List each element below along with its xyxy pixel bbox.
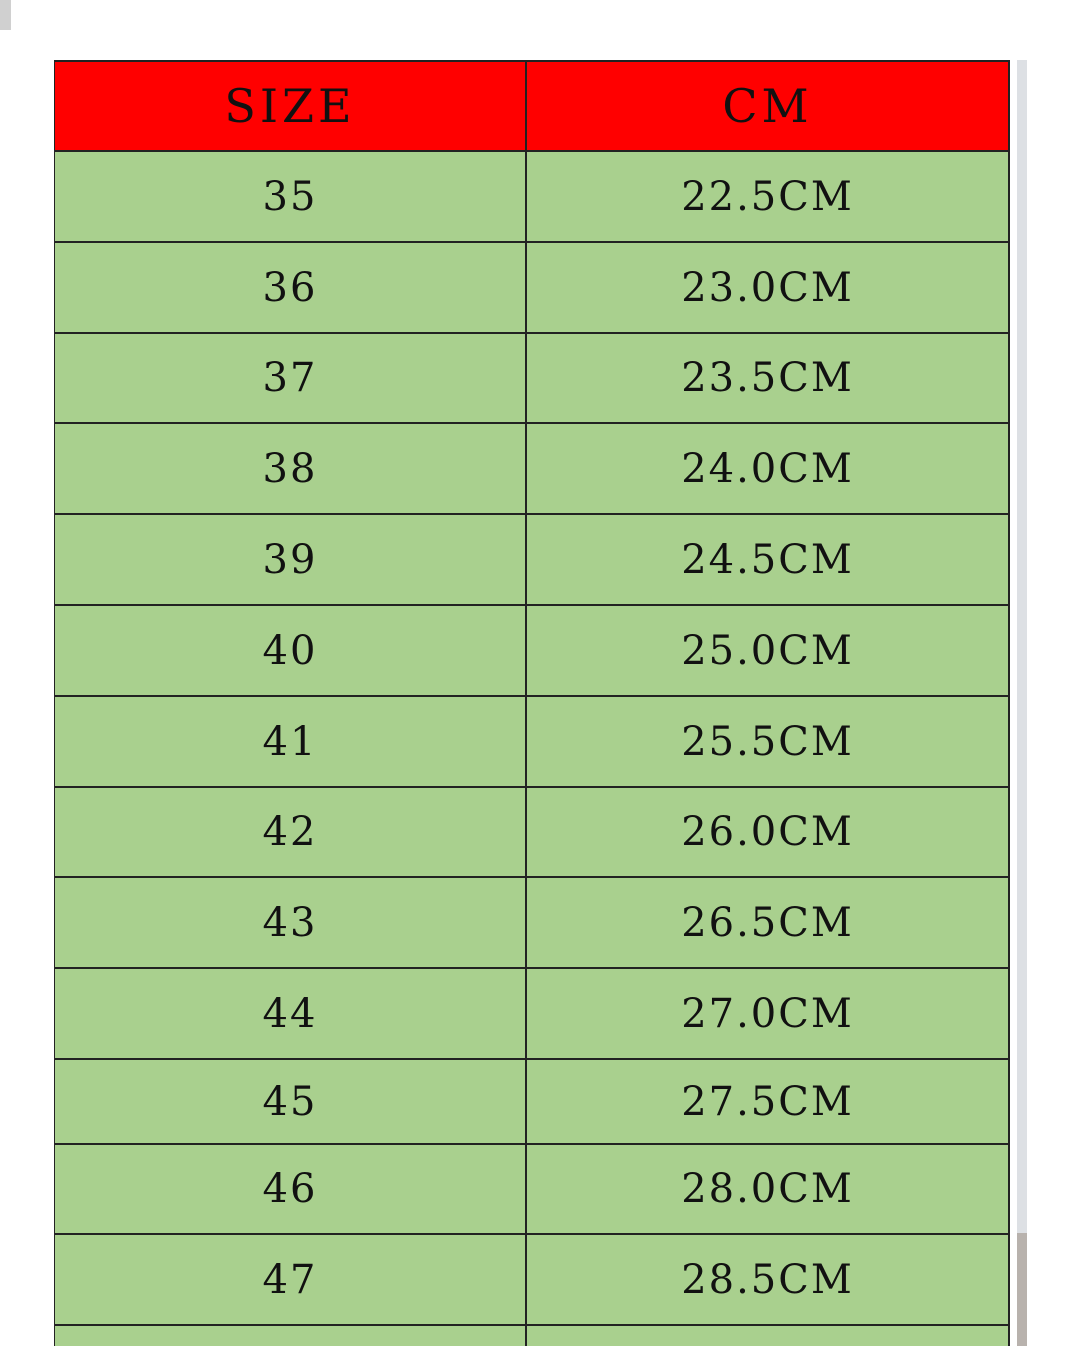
cm-cell: 26.5CM [681, 899, 854, 946]
table-row: 36 23.0CM [55, 243, 1008, 334]
size-cell: 43 [55, 878, 527, 967]
size-cell: 41 [55, 697, 527, 786]
table-row: 41 25.5CM [55, 697, 1008, 788]
cm-cell: 27.5CM [681, 1078, 854, 1125]
table-row: 39 24.5CM [55, 515, 1008, 606]
size-cell: 37 [55, 334, 527, 422]
size-cell: 40 [55, 606, 527, 695]
size-cell: 35 [55, 152, 527, 241]
cm-cell: 28.0CM [681, 1166, 854, 1212]
size-cell: 39 [55, 515, 527, 604]
empty-cell [527, 1326, 1008, 1346]
cm-cell: 24.5CM [681, 536, 854, 583]
right-edge-strip [1017, 60, 1027, 1346]
corner-fragment [0, 0, 11, 30]
table-row: 47 28.5CM [55, 1235, 1008, 1326]
empty-cell [55, 1326, 527, 1346]
cm-cell: 24.0CM [681, 445, 854, 492]
cm-cell: 23.5CM [681, 355, 854, 401]
header-cm: CM [722, 79, 813, 133]
table-row: 45 27.5CM [55, 1060, 1008, 1145]
cm-cell: 26.0CM [681, 809, 854, 855]
table-row: 44 27.0CM [55, 969, 1008, 1060]
size-cell: 44 [55, 969, 527, 1058]
cm-cell: 27.0CM [681, 990, 854, 1037]
right-edge-strip-dark [1017, 1233, 1027, 1346]
cm-cell: 23.0CM [681, 264, 854, 311]
size-cell: 47 [55, 1235, 527, 1324]
table-row: 35 22.5CM [55, 152, 1008, 243]
size-cell: 46 [55, 1145, 527, 1233]
size-chart-table: SIZE CM 35 22.5CM 36 23.0CM 37 23.5CM 38 24.0CM… [54, 60, 1010, 1346]
size-cell: 38 [55, 424, 527, 513]
table-row: 40 25.0CM [55, 606, 1008, 697]
size-cell: 42 [55, 788, 527, 876]
table-row-partial [55, 1326, 1008, 1346]
table-header-row: SIZE CM [55, 62, 1008, 152]
table-row: 42 26.0CM [55, 788, 1008, 878]
cm-cell: 25.5CM [681, 718, 854, 765]
header-size: SIZE [55, 62, 527, 150]
cm-cell: 28.5CM [681, 1256, 854, 1303]
size-cell: 36 [55, 243, 527, 332]
cm-cell: 22.5CM [681, 173, 854, 220]
size-cell: 45 [55, 1060, 527, 1143]
table-row: 43 26.5CM [55, 878, 1008, 969]
cm-cell: 25.0CM [681, 627, 854, 674]
table-row: 46 28.0CM [55, 1145, 1008, 1235]
table-row: 37 23.5CM [55, 334, 1008, 424]
table-row: 38 24.0CM [55, 424, 1008, 515]
